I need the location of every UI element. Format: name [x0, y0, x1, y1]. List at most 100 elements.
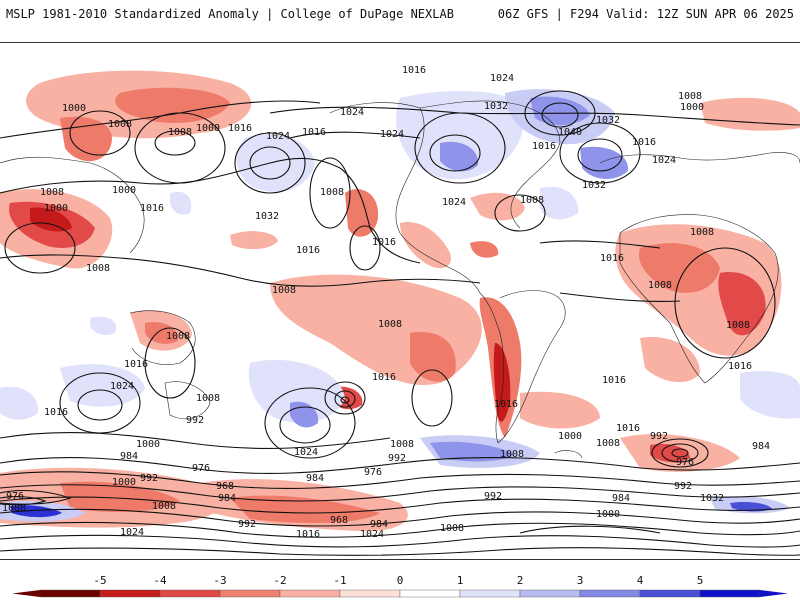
isobar-label: 1016 — [402, 65, 426, 76]
isobar-label: 1000 — [680, 102, 704, 113]
isobar-label: 992 — [238, 519, 256, 530]
isobar-label: 984 — [306, 473, 324, 484]
isobar-label: 1008 — [86, 263, 110, 274]
legend-min-arrow — [12, 590, 40, 597]
map-canvas: 1008 1016 1024 1000 1008 1000 1016 1024 … — [0, 43, 800, 559]
isobar-label: 1000 — [596, 509, 620, 520]
model-run-title: 06Z GFS | F294 Valid: 12Z SUN APR 06 202… — [497, 7, 794, 21]
legend-swatch — [579, 589, 641, 598]
cold-anomalies — [0, 89, 800, 522]
isobar-label: 1008 — [390, 439, 414, 450]
header: MSLP 1981-2010 Standardized Anomaly | Co… — [0, 0, 800, 36]
isobar-label: 1016 — [532, 141, 556, 152]
isobar-label: 992 — [650, 431, 668, 442]
isobar-label: 1000 — [112, 185, 136, 196]
isobar-label: 1008 — [196, 393, 220, 404]
legend-tick-label: 4 — [637, 574, 644, 587]
isobar-label: 1008 — [108, 119, 132, 130]
legend-tick-label: -5 — [93, 574, 106, 587]
isobar-label: 984 — [612, 493, 630, 504]
isobar-label: 992 — [186, 415, 204, 426]
isobar-label: 1008 — [2, 503, 26, 514]
isobar-label: 1032 — [582, 180, 606, 191]
isobar-label: 1016 — [632, 137, 656, 148]
isobar-label: 1016 — [600, 253, 624, 264]
isobar-label: 1000 — [196, 123, 220, 134]
isobar-label: 1016 — [616, 423, 640, 434]
legend-swatch — [219, 589, 281, 598]
legend-swatches — [12, 589, 788, 598]
isobar-label: 1024 — [340, 107, 364, 118]
isobar-label: 1016 — [602, 375, 626, 386]
legend-swatch — [339, 589, 401, 598]
isobar-label: 1016 — [124, 359, 148, 370]
isobar-label: 992 — [388, 453, 406, 464]
isobars — [0, 90, 800, 556]
isobar-label: 1016 — [296, 245, 320, 256]
isobar-label: 1024 — [120, 527, 144, 538]
isobar-label: 992 — [140, 473, 158, 484]
isobar-label: 1008 — [40, 187, 64, 198]
legend-tick-label: 2 — [517, 574, 524, 587]
isobar-label: 1008 — [168, 127, 192, 138]
isobar-label: 1000 — [62, 103, 86, 114]
isobar-label: 1008 — [500, 449, 524, 460]
isobar-label: 1008 — [520, 195, 544, 206]
isobar-label: 1032 — [255, 211, 279, 222]
legend-tick-label: 5 — [697, 574, 704, 587]
isobar-label: 984 — [752, 441, 770, 452]
legend-bar: -5 -4 -3 -2 -1 0 1 2 3 4 5 — [12, 574, 788, 598]
isobar-label: 1008 — [440, 523, 464, 534]
isobar-label: 1008 — [272, 285, 296, 296]
legend-tick-label: 1 — [457, 574, 464, 587]
isobar-label: 1008 — [690, 227, 714, 238]
isobar-label: 1016 — [302, 127, 326, 138]
isobar-label: 1008 — [678, 91, 702, 102]
isobar-label: 1000 — [558, 431, 582, 442]
legend-swatch — [99, 589, 161, 598]
isobar-label: 1008 — [152, 501, 176, 512]
isobar-labels: 1008 1016 1024 1000 1008 1000 1016 1024 … — [2, 65, 770, 540]
isobar-label: 1024 — [442, 197, 466, 208]
legend-tick-label: 3 — [577, 574, 584, 587]
isobar-label: 1008 — [648, 280, 672, 291]
isobar-label: 1016 — [44, 407, 68, 418]
warm-anomalies — [0, 70, 800, 532]
isobar-label: 1016 — [728, 361, 752, 372]
isobar-label: 1024 — [490, 73, 514, 84]
legend-tick-label: -1 — [333, 574, 346, 587]
legend-tick-label: -4 — [153, 574, 167, 587]
isobar-label: 1032 — [700, 493, 724, 504]
legend-swatch — [159, 589, 221, 598]
legend-swatch — [399, 589, 461, 598]
isobar-label: 1016 — [296, 529, 320, 540]
color-legend: -5 -4 -3 -2 -1 0 1 2 3 4 5 — [0, 566, 800, 600]
isobar-label: 1040 — [558, 127, 582, 138]
legend-tick-label: 0 — [397, 574, 404, 587]
isobar-label: 1016 — [372, 372, 396, 383]
isobar-label: 1008 — [166, 331, 190, 342]
isobar-label: 1016 — [228, 123, 252, 134]
isobar-label: 1008 — [596, 438, 620, 449]
isobar-label: 1000 — [44, 203, 68, 214]
isobar-label: 1000 — [112, 477, 136, 488]
legend-max-arrow — [760, 590, 788, 597]
legend-swatch — [279, 589, 341, 598]
isobar-label: 1016 — [140, 203, 164, 214]
legend-swatch — [519, 589, 581, 598]
isobar-label: 1008 — [726, 320, 750, 331]
isobar-label: 1024 — [360, 529, 384, 540]
isobar-label: 1016 — [494, 399, 518, 410]
isobar-label: 1032 — [596, 115, 620, 126]
legend-swatch — [39, 589, 101, 598]
isobar-label: 1024 — [266, 131, 290, 142]
anomaly-map: 1008 1016 1024 1000 1008 1000 1016 1024 … — [0, 42, 800, 560]
isobar-label: 976 — [676, 457, 694, 468]
legend-ticks: -5 -4 -3 -2 -1 0 1 2 3 4 5 — [93, 574, 703, 587]
isobar-label: 976 — [364, 467, 382, 478]
isobar-label: 984 — [370, 519, 388, 530]
legend-tick-label: -3 — [213, 574, 226, 587]
map-title: MSLP 1981-2010 Standardized Anomaly | Co… — [6, 7, 454, 21]
isobar-label: 1016 — [372, 237, 396, 248]
isobar-label: 976 — [192, 463, 210, 474]
